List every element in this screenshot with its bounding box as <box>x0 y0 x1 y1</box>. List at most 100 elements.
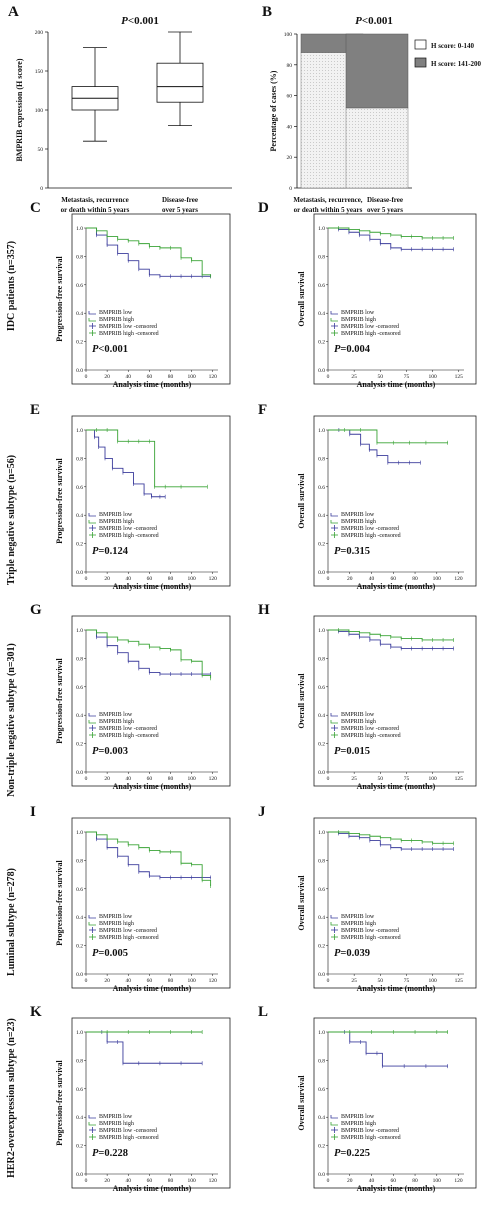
y-tick-label: 0 <box>40 186 43 192</box>
legend-swatch-1 <box>88 720 96 724</box>
x-tick-label: 0 <box>327 576 330 582</box>
panel-letter-j: J <box>258 804 266 820</box>
legend-label-2: BMPRIB low -censored <box>99 1128 157 1134</box>
y-tick-label: 0.2 <box>76 542 83 548</box>
x-tick-label: 40 <box>369 1178 375 1184</box>
legend-swatch-0 <box>330 915 338 919</box>
legend-label-1: BMPRIB high <box>341 921 376 927</box>
x-tick-label: 120 <box>209 978 218 984</box>
legend-label-2: BMPRIB low -censored <box>341 1128 399 1134</box>
panel-letter-d: D <box>258 200 269 216</box>
legend-swatch-1 <box>88 1122 96 1126</box>
p-value: P=0.003 <box>92 746 128 757</box>
x-tick-label: 0 <box>85 776 88 782</box>
x-tick-label: 0 <box>85 374 88 380</box>
y-axis-label: Percentage of cases (%) <box>269 70 278 151</box>
y-tick-label: 0.2 <box>318 542 325 548</box>
x-tick-label: 120 <box>454 1178 463 1184</box>
row-label-1: Triple negative subtype (n=56) <box>6 455 17 585</box>
x-tick-label: 0 <box>85 576 88 582</box>
y-tick-label: 1.0 <box>318 226 325 232</box>
y-tick-label: 100 <box>35 108 44 114</box>
km-curve-low <box>86 429 166 498</box>
legend-swatch-1 <box>330 720 338 724</box>
legend-swatch-0 <box>88 513 96 517</box>
x-tick-label: 40 <box>369 576 375 582</box>
y-tick-label: 1.0 <box>76 226 83 232</box>
legend-label-3: BMPRIB high -censored <box>341 331 401 337</box>
y-tick-label: 0.0 <box>318 570 325 576</box>
panel-letter-i: I <box>30 804 36 820</box>
x-tick-label: 0 <box>85 978 88 984</box>
x-tick-label: 75 <box>404 374 410 380</box>
panel-letter-k: K <box>30 1004 42 1020</box>
legend-label-0: BMPRIB low <box>99 512 133 518</box>
y-tick-label: 150 <box>35 69 44 75</box>
y-tick-label: 0.6 <box>318 685 325 691</box>
panel-c: C 0.0 0.2 0.4 0.6 0.8 1.0 0 20 40 60 80 100 120 Analys… <box>30 200 231 389</box>
legend-swatch-0 <box>330 1115 338 1119</box>
y-tick-label: 0.2 <box>76 742 83 748</box>
y-axis-label: Progression-free survival <box>55 657 64 743</box>
panel-letter-e: E <box>30 402 40 418</box>
y-axis-label: Overall survival <box>297 673 306 729</box>
legend-label-3: BMPRIB high -censored <box>99 533 159 539</box>
y-tick-label: 200 <box>35 30 44 36</box>
category-label-0-line-1: or death within 5 years <box>61 206 130 214</box>
x-tick-label: 20 <box>104 576 110 582</box>
x-tick-label: 25 <box>351 978 357 984</box>
y-tick-label: 0.6 <box>318 887 325 893</box>
x-axis-label: Analysis time (months) <box>357 984 436 993</box>
plot-frame <box>71 213 231 385</box>
category-label-1-line-0: Disease-free <box>367 196 403 204</box>
y-tick-label: 1.0 <box>76 830 83 836</box>
legend-label-2: BMPRIB low -censored <box>99 928 157 934</box>
p-value: P=0.004 <box>334 344 371 355</box>
legend-label-1: BMPRIB high <box>99 921 134 927</box>
y-tick-label: 0.4 <box>318 713 325 719</box>
x-tick-label: 40 <box>125 978 131 984</box>
panel-d: D 0.0 0.2 0.4 0.6 0.8 1.0 0 25 50 75 100 125 Analysis… <box>258 200 477 389</box>
x-tick-label: 25 <box>351 776 357 782</box>
p-value: P=0.315 <box>334 546 370 557</box>
legend-label-3: BMPRIB high -censored <box>99 331 159 337</box>
x-tick-label: 60 <box>147 374 153 380</box>
y-tick-label: 0.6 <box>76 485 83 491</box>
x-axis-label: Analysis time (months) <box>113 782 192 791</box>
x-tick-label: 100 <box>428 776 437 782</box>
legend-swatch-0 <box>330 311 338 315</box>
x-tick-label: 60 <box>147 576 153 582</box>
legend-swatch-1 <box>330 922 338 926</box>
legend-label-2: BMPRIB low -censored <box>99 526 157 532</box>
y-tick-label: 0.4 <box>318 1115 325 1121</box>
legend-label-3: BMPRIB high -censored <box>99 733 159 739</box>
legend-label-2: BMPRIB low -censored <box>99 324 157 330</box>
category-label-1-line-1: over 5 years <box>162 206 198 214</box>
plot-frame <box>71 1017 231 1189</box>
plot-frame <box>313 415 477 587</box>
p-value: P<0.001 <box>92 344 128 355</box>
y-tick-label: 0.8 <box>76 656 83 662</box>
panel-letter-f: F <box>258 402 267 418</box>
row-label-3: Luminal subtype (n=278) <box>6 868 17 976</box>
y-tick-label: 0.8 <box>318 1058 325 1064</box>
x-axis-label: Analysis time (months) <box>357 782 436 791</box>
legend-label-3: BMPRIB high -censored <box>341 733 401 739</box>
y-axis-label: Progression-free survival <box>55 1059 64 1145</box>
legend-label-1: BMPRIB high <box>341 719 376 725</box>
legend-swatch-1 <box>330 1122 338 1126</box>
legend-swatch-low <box>414 39 427 50</box>
y-tick-label: 0.6 <box>318 485 325 491</box>
p-value: P=0.225 <box>334 1148 370 1159</box>
legend-label-2: BMPRIB low -censored <box>341 324 399 330</box>
x-tick-label: 75 <box>404 978 410 984</box>
y-axis-label: BMPRIB expression (H score) <box>15 58 24 161</box>
category-label-0-line-0: Metastasis, recurrence, <box>293 196 362 204</box>
x-tick-label: 100 <box>187 576 196 582</box>
x-axis-label: Analysis time (months) <box>357 380 436 389</box>
y-tick-label: 0.2 <box>76 1144 83 1150</box>
x-tick-label: 80 <box>168 576 174 582</box>
y-tick-label: 100 <box>284 32 293 38</box>
y-axis-label: Overall survival <box>297 473 306 529</box>
